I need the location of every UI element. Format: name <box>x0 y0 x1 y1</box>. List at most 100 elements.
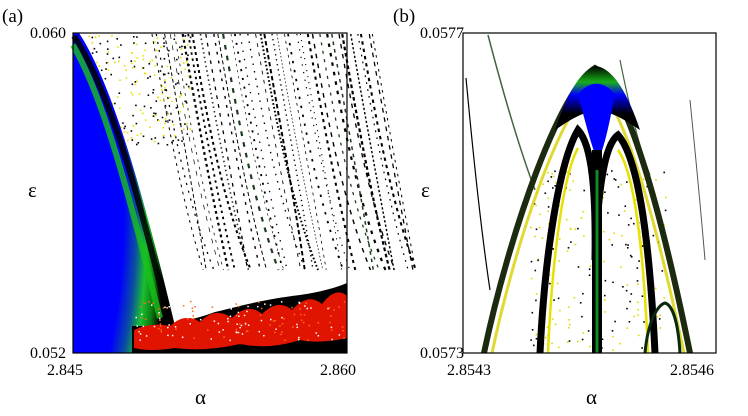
panel-b-dot <box>537 258 540 261</box>
panel-b-dot <box>568 340 571 342</box>
panel-a-red-dot <box>280 301 283 303</box>
panel-b-dot <box>570 241 572 243</box>
panel-b-dot <box>566 341 569 343</box>
panel-a-red-dot <box>227 320 229 323</box>
panel-a-red-dot <box>160 329 162 331</box>
panel-a-red-dot <box>272 320 275 322</box>
panel-b-dot <box>588 268 591 270</box>
panel-a-streak <box>359 33 417 271</box>
panel-b-dot <box>552 175 555 178</box>
panel-a-red-dot <box>158 312 160 314</box>
panel-a-red-dot <box>217 322 220 325</box>
panel-a-dot <box>177 72 180 75</box>
panel-a-dot <box>142 55 144 57</box>
panel-a-red-dot <box>304 305 306 307</box>
panel-b-plot <box>462 32 717 354</box>
panel-a-dot <box>156 49 158 52</box>
panel-b-dot <box>568 306 570 308</box>
panel-a-red-dot <box>190 300 192 303</box>
panel-a-dot <box>147 77 149 79</box>
panel-a-red-dot <box>162 307 165 309</box>
panel-b-dot <box>652 234 655 237</box>
panel-b-dot <box>559 309 561 312</box>
panel-b-dot <box>542 183 544 185</box>
panel-a-red-dot <box>151 304 153 306</box>
panel-a-dot <box>151 59 154 62</box>
panel-b-dot <box>627 244 629 246</box>
panel-b-dot <box>557 297 560 300</box>
panel-b-dot <box>620 183 622 186</box>
panel-a-dot <box>88 35 90 38</box>
panel-a-streak <box>181 33 230 271</box>
panel-b-dot <box>556 282 559 285</box>
panel-a-dot <box>131 139 134 141</box>
panel-a-dot <box>118 56 121 59</box>
panel-b-dot <box>546 326 549 328</box>
panel-b-dot <box>642 178 645 180</box>
panel-a-streak <box>331 33 375 271</box>
panel-a-dot <box>134 83 137 86</box>
panel-b-dot <box>656 315 659 318</box>
panel-b-dot <box>558 205 561 207</box>
panel-b-dot <box>530 339 532 341</box>
panel-a-red-dot <box>222 304 225 307</box>
panel-a-dot <box>111 103 114 105</box>
panel-a-red-dot <box>239 323 241 325</box>
panel-a-dot <box>132 114 134 117</box>
panel-a-dot <box>162 136 165 139</box>
panel-a-dot <box>114 102 116 105</box>
panel-a-red-dot <box>140 306 142 308</box>
panel-b-dot <box>659 327 662 329</box>
panel-a-dot <box>149 75 151 78</box>
panel-a-ylabel: ε <box>28 178 37 202</box>
panel-a-dot <box>130 137 133 139</box>
panel-a-red-dot <box>229 339 231 342</box>
panel-a-red-dot <box>175 316 178 318</box>
panel-b-dot <box>640 241 643 244</box>
panel-b-dot <box>549 282 551 285</box>
panel-a-streak <box>174 33 224 271</box>
panel-b-dot <box>577 340 579 343</box>
panel-a-red-dot <box>164 306 166 308</box>
panel-b-dot <box>612 335 614 338</box>
panel-a-red-dot <box>317 322 320 324</box>
panel-a-red-dot <box>223 336 225 338</box>
panel-a-dot <box>168 119 171 121</box>
panel-a-dot <box>181 53 183 55</box>
panel-a-dot <box>177 139 180 141</box>
panel-b-dot <box>547 206 550 208</box>
panel-b-dot <box>551 172 553 175</box>
panel-a-red-dot <box>296 326 298 329</box>
panel-a-dot <box>165 111 168 113</box>
panel-a-dot <box>127 139 129 142</box>
panel-a-red-dot <box>213 320 216 322</box>
panel-a-streak <box>357 33 409 271</box>
panel-b-dot <box>535 299 537 302</box>
panel-a-dot <box>162 134 165 137</box>
panel-b-dot <box>581 338 584 341</box>
panel-a-red-dot <box>173 302 176 304</box>
panel-a-dot <box>187 44 189 46</box>
panel-a-dot <box>95 61 98 64</box>
panel-b-dot <box>547 180 549 183</box>
panel-a-dot <box>187 75 190 77</box>
panel-b-dot <box>567 247 570 249</box>
panel-a-red-dot <box>159 323 162 325</box>
panel-b-dot <box>533 344 535 347</box>
panel-b-dot <box>544 336 547 339</box>
panel-a-dot <box>105 62 108 64</box>
panel-b-dot <box>636 267 639 269</box>
panel-a-dot <box>179 56 182 59</box>
panel-b-inner-yellow-right <box>616 149 650 354</box>
panel-a-dot <box>136 43 138 46</box>
panel-a-red-dot <box>241 333 244 335</box>
panel-b-dot <box>547 171 549 174</box>
panel-b-ytick-top: 0.0577 <box>420 25 464 42</box>
panel-a-red-dot <box>269 304 272 306</box>
panel-a-red-dot <box>281 316 283 319</box>
panel-a-streak <box>371 33 417 271</box>
panel-b-dot <box>552 248 554 250</box>
panel-b-dot <box>626 181 628 183</box>
panel-a-red-dot <box>244 322 247 324</box>
panel-a-dot <box>124 125 126 128</box>
